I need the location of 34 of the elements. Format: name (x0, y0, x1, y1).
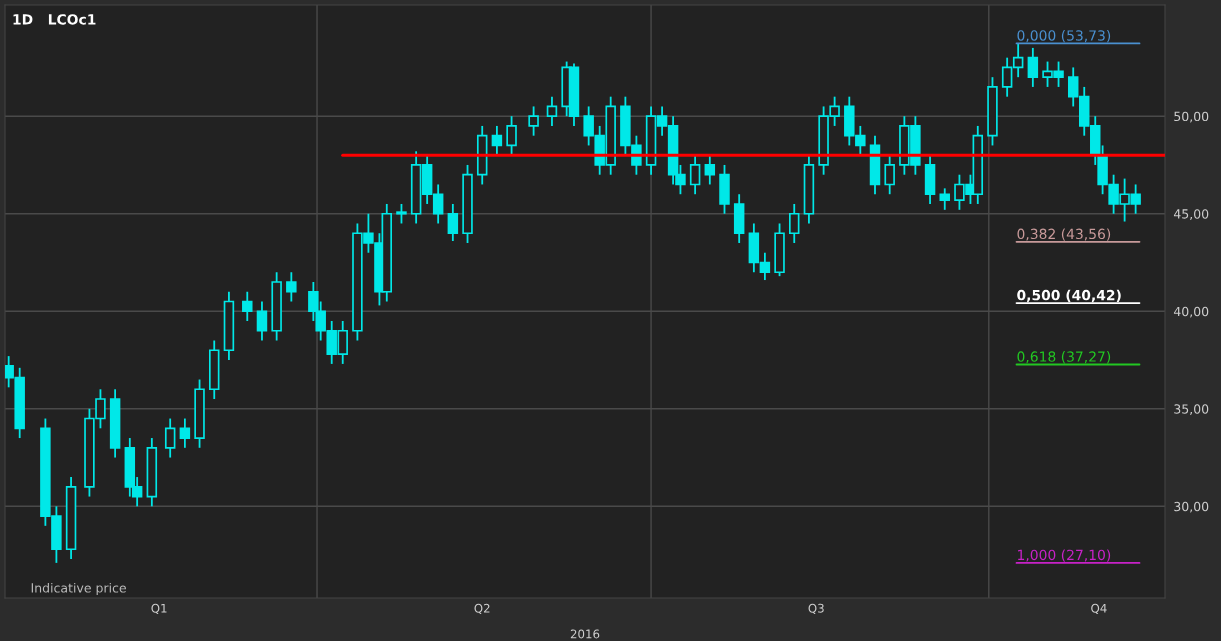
annotation: Indicative price (31, 582, 126, 596)
candlestick (528, 105, 539, 137)
candlestick (491, 125, 503, 157)
candlestick (447, 203, 459, 242)
candlestick (546, 95, 558, 127)
candlestick (164, 417, 176, 459)
ref-line-label: 0,382 (43,56) (1017, 228, 1111, 241)
ref-line-label: 0,618 (37,27) (1017, 351, 1111, 364)
candlestick (396, 203, 407, 225)
x-tick-label: Q1 (151, 603, 167, 615)
candlestick (286, 271, 297, 303)
candlestick (1027, 47, 1039, 88)
candlestick (179, 417, 191, 449)
x-axis-title: 2016 (570, 629, 600, 639)
x-tick-label: Q3 (808, 603, 824, 615)
candlestick (884, 154, 895, 196)
y-tick-label: 50,00 (1174, 111, 1209, 123)
candlestick (242, 290, 253, 322)
candlestick (939, 187, 950, 211)
ref-line-label: 0,500 (40,42) (1017, 289, 1121, 303)
y-tick-label: 35,00 (1174, 404, 1209, 415)
candlestick (506, 115, 517, 157)
ref-line-label: 1,000 (27,10) (1018, 549, 1111, 562)
y-tick-label: 40,00 (1173, 306, 1209, 318)
x-tick-label: Q2 (474, 603, 490, 615)
x-tick-label: Q4 (1091, 603, 1107, 615)
ref-line-label: 0,000 (53,73) (1017, 30, 1111, 43)
text: 1D LCOc1 (13, 14, 96, 25)
y-tick-label: 30,00 (1174, 501, 1209, 513)
candlestick (256, 300, 268, 342)
y-tick-label: 45,00 (1173, 209, 1209, 220)
candlestick (689, 154, 701, 196)
candlestick (704, 154, 716, 186)
candlestick (789, 203, 800, 244)
